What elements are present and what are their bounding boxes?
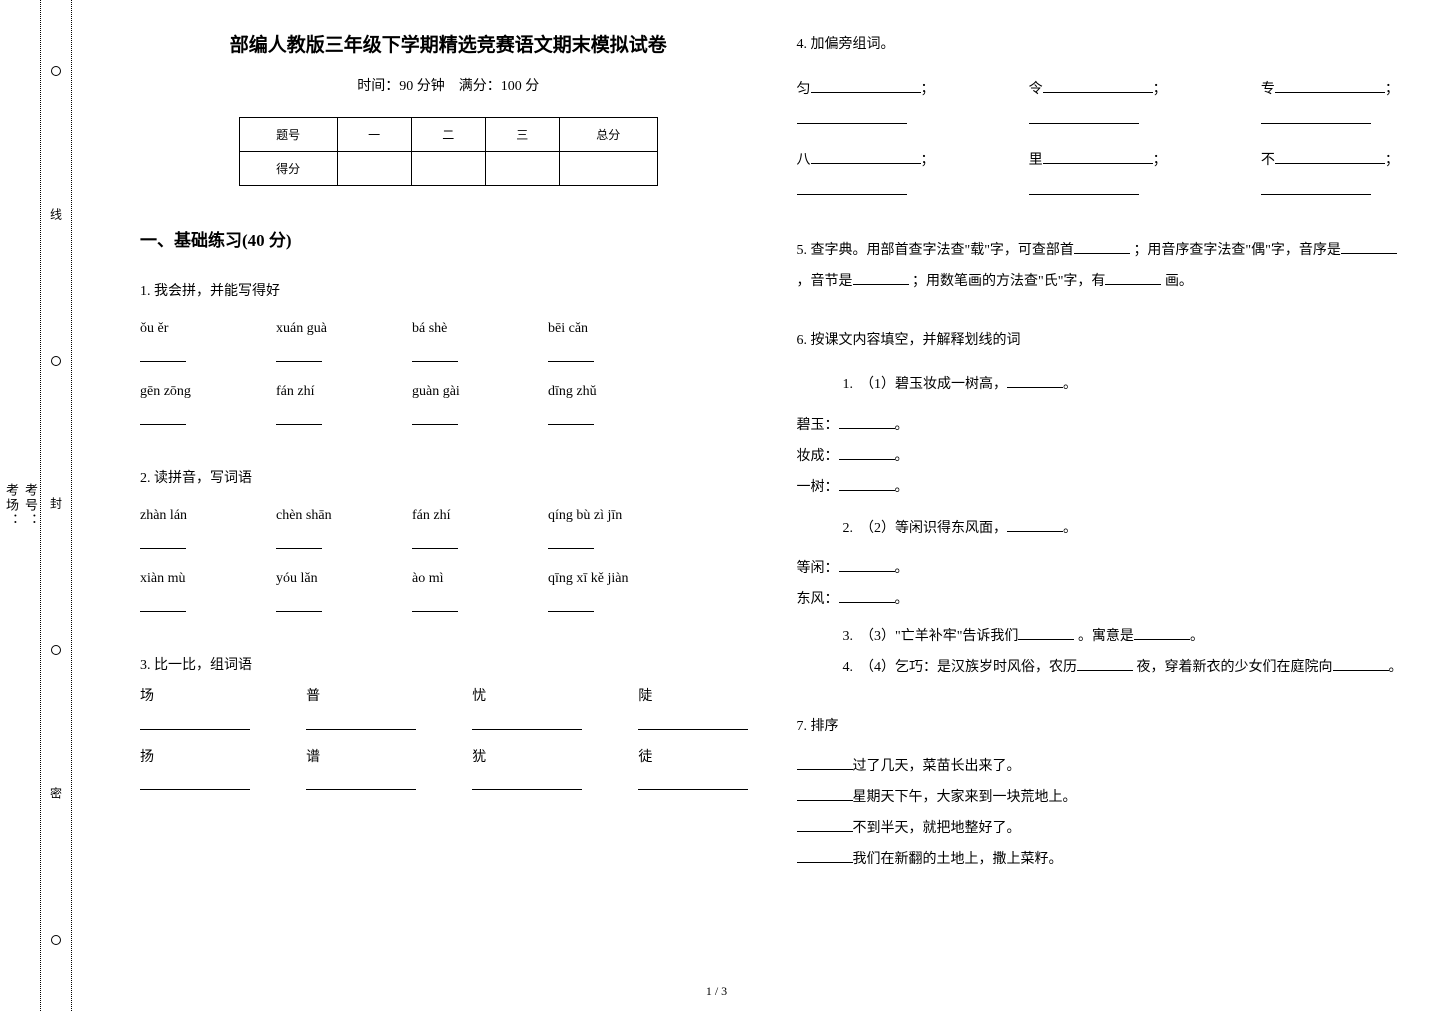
q3-label: 3. 比一比，组词语 xyxy=(140,651,757,680)
circle-icon xyxy=(51,66,61,76)
score-table: 题号 一 二 三 总分 得分 xyxy=(239,117,658,186)
pinyin-item: qíng bù zì jīn xyxy=(548,501,636,560)
q6-i1: 1. （1）碧玉妆成一树高， xyxy=(843,377,1008,392)
pinyin-item: bá shè xyxy=(412,314,500,373)
q4-item: 八； xyxy=(797,146,949,208)
q6-label: 6. 按课文内容填空，并解释划线的词 xyxy=(797,326,1414,357)
q2-label: 2. 读拼音，写词语 xyxy=(140,464,757,493)
exam-subtitle: 时间：90 分钟 满分：100 分 xyxy=(140,75,757,95)
question-3: 3. 比一比，组词语 场 普 忧 陡 扬 谱 犹 徒 xyxy=(140,651,757,802)
q7-label: 7. 排序 xyxy=(797,712,1414,743)
question-4: 4. 加偏旁组词。 匀； 令； 专； 八； 里； 不； xyxy=(797,30,1414,208)
pinyin-item: chèn shān xyxy=(276,501,364,560)
pinyin-item: ào mì xyxy=(412,564,500,623)
q6-k5: 东风：。 xyxy=(797,585,1414,616)
q6-k2: 妆成：。 xyxy=(797,442,1414,473)
label-room: 考场： xyxy=(2,483,21,528)
pair-item: 忧 xyxy=(472,682,590,741)
pair-item: 扬 xyxy=(140,743,258,802)
q7-line: 过了几天，菜苗长出来了。 xyxy=(797,752,1414,783)
q6-k4: 等闲：。 xyxy=(797,554,1414,585)
exam-title: 部编人教版三年级下学期精选竞赛语文期末模拟试卷 xyxy=(140,30,757,57)
seal-column: 密 封 线 xyxy=(41,0,71,1011)
pair-item: 徒 xyxy=(638,743,756,802)
q6-i3b: 。寓意是 xyxy=(1078,629,1134,644)
q7-line: 星期天下午，大家来到一块荒地上。 xyxy=(797,783,1414,814)
score-cell xyxy=(411,152,485,186)
score-cell xyxy=(337,152,411,186)
q5-t3: ，音节是 xyxy=(797,274,853,289)
q4-label: 4. 加偏旁组词。 xyxy=(797,30,1414,61)
col-h4: 总分 xyxy=(559,118,657,152)
row-label: 得分 xyxy=(239,152,337,186)
pinyin-item: zhàn lán xyxy=(140,501,228,560)
pinyin-item: xiàn mù xyxy=(140,564,228,623)
col-h2: 二 xyxy=(411,118,485,152)
pinyin-item: xuán guà xyxy=(276,314,364,373)
label-name: 姓名： xyxy=(0,483,2,528)
q5-t1: 5. 查字典。用部首查字法查"载"字，可查部首 xyxy=(797,243,1074,258)
circle-icon xyxy=(51,356,61,366)
q6-i4b: 夜，穿着新衣的少女们在庭院向 xyxy=(1137,660,1333,675)
q6-i3a: 3. （3）"亡羊补牢"告诉我们 xyxy=(843,629,1019,644)
table-row: 得分 xyxy=(239,152,657,186)
table-row: 题号 一 二 三 总分 xyxy=(239,118,657,152)
q4-item: 不； xyxy=(1261,146,1413,208)
pinyin-item: dīng zhǔ xyxy=(548,377,636,436)
pinyin-item: yóu lǎn xyxy=(276,564,364,623)
pinyin-item: bēi cǎn xyxy=(548,314,636,373)
q6-i4a: 4. （4）乞巧：是汉族岁时风俗，农历 xyxy=(843,660,1078,675)
q1-label: 1. 我会拼，并能写得好 xyxy=(140,277,757,306)
pinyin-item: qīng xī kě jiàn xyxy=(548,564,636,623)
score-cell xyxy=(485,152,559,186)
binding-labels: 学校： 班级： 姓名： 考场： 考号： xyxy=(0,0,40,1011)
page-number: 1 / 3 xyxy=(706,984,727,999)
pinyin-item: ǒu ěr xyxy=(140,314,228,373)
q4-item: 令； xyxy=(1029,75,1181,137)
score-cell xyxy=(559,152,657,186)
seal-xian: 线 xyxy=(48,208,65,224)
q6-k1: 碧玉：。 xyxy=(797,411,1414,442)
seal-feng: 封 xyxy=(48,497,65,513)
main-content: 部编人教版三年级下学期精选竞赛语文期末模拟试卷 时间：90 分钟 满分：100 … xyxy=(140,30,1413,991)
question-6: 6. 按课文内容填空，并解释划线的词 1. （1）碧玉妆成一树高，。 碧玉：。 … xyxy=(797,326,1414,684)
q7-line: 我们在新翻的土地上，撒上菜籽。 xyxy=(797,845,1414,876)
question-2: 2. 读拼音，写词语 zhàn lán chèn shān fán zhí qí… xyxy=(140,464,757,623)
question-1: 1. 我会拼，并能写得好 ǒu ěr xuán guà bá shè bēi c… xyxy=(140,277,757,436)
question-7: 7. 排序 过了几天，菜苗长出来了。 星期天下午，大家来到一块荒地上。 不到半天… xyxy=(797,712,1414,876)
label-number: 考号： xyxy=(21,483,40,528)
col-h3: 三 xyxy=(485,118,559,152)
circle-icon xyxy=(51,935,61,945)
seal-mi: 密 xyxy=(48,787,65,803)
q4-item: 匀； xyxy=(797,75,949,137)
pinyin-item: fán zhí xyxy=(412,501,500,560)
pair-item: 犹 xyxy=(472,743,590,802)
dotted-line-2 xyxy=(71,0,72,1011)
pinyin-item: gēn zōng xyxy=(140,377,228,436)
q5-t2: ；用音序查字法查"偶"字，音序是 xyxy=(1133,243,1340,258)
pair-item: 场 xyxy=(140,682,258,741)
q5-t4: ；用数笔画的方法查"氏"字，有 xyxy=(912,274,1105,289)
pair-item: 陡 xyxy=(638,682,756,741)
left-column: 部编人教版三年级下学期精选竞赛语文期末模拟试卷 时间：90 分钟 满分：100 … xyxy=(140,30,757,991)
q4-item: 里； xyxy=(1029,146,1181,208)
pinyin-item: fán zhí xyxy=(276,377,364,436)
col-h1: 一 xyxy=(337,118,411,152)
circle-icon xyxy=(51,645,61,655)
q7-line: 不到半天，就把地整好了。 xyxy=(797,814,1414,845)
pair-item: 谱 xyxy=(306,743,424,802)
q6-i2: 2. （2）等闲识得东风面， xyxy=(843,521,1008,536)
question-5: 5. 查字典。用部首查字法查"载"字，可查部首 ；用音序查字法查"偶"字，音序是… xyxy=(797,236,1414,298)
col-h0: 题号 xyxy=(239,118,337,152)
right-column: 4. 加偏旁组词。 匀； 令； 专； 八； 里； 不； 5. 查字典。用部首查字… xyxy=(797,30,1414,991)
section-heading: 一、基础练习(40 分) xyxy=(140,226,757,251)
binding-margin: 学校： 班级： 姓名： 考场： 考号： 密 封 线 xyxy=(0,0,120,1011)
q4-item: 专； xyxy=(1261,75,1413,137)
q6-k3: 一树：。 xyxy=(797,473,1414,504)
pair-item: 普 xyxy=(306,682,424,741)
pinyin-item: guàn gài xyxy=(412,377,500,436)
q5-t5: 画。 xyxy=(1165,274,1193,289)
